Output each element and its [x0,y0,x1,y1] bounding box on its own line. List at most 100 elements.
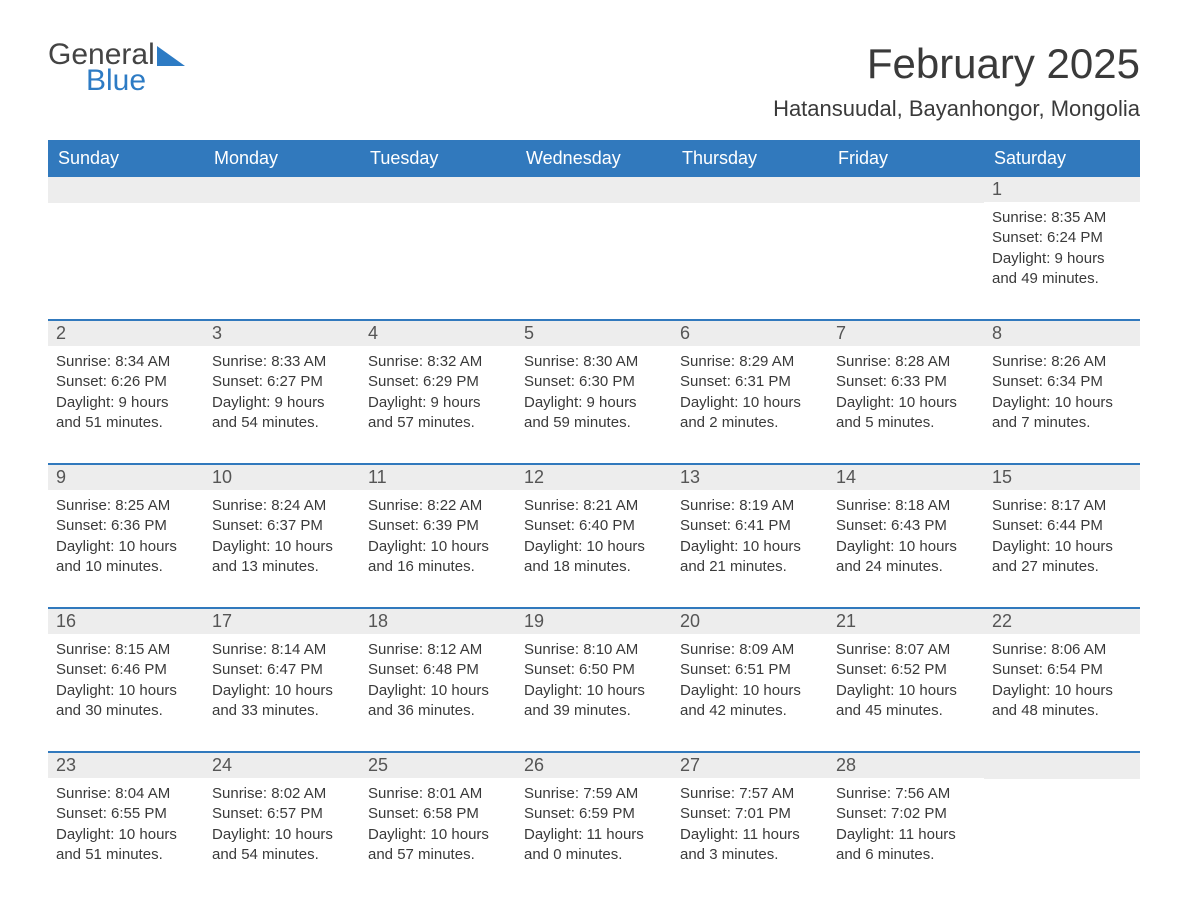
week-row: 2Sunrise: 8:34 AMSunset: 6:26 PMDaylight… [48,319,1140,439]
sunrise-text: Sunrise: 8:30 AM [524,352,664,372]
day-cell: 9Sunrise: 8:25 AMSunset: 6:36 PMDaylight… [48,465,204,583]
day-body: Sunrise: 8:14 AMSunset: 6:47 PMDaylight:… [204,634,360,727]
day-cell: 27Sunrise: 7:57 AMSunset: 7:01 PMDayligh… [672,753,828,871]
day-body: Sunrise: 7:57 AMSunset: 7:01 PMDaylight:… [672,778,828,871]
week-row: 16Sunrise: 8:15 AMSunset: 6:46 PMDayligh… [48,607,1140,727]
daylight-text: Daylight: 10 hours and 27 minutes. [992,537,1132,578]
day-body: Sunrise: 8:28 AMSunset: 6:33 PMDaylight:… [828,346,984,439]
day-number: 3 [204,321,360,346]
day-body: Sunrise: 8:04 AMSunset: 6:55 PMDaylight:… [48,778,204,871]
day-cell [672,177,828,295]
daylight-text: Daylight: 10 hours and 24 minutes. [836,537,976,578]
daylight-text: Daylight: 10 hours and 45 minutes. [836,681,976,722]
location-subtitle: Hatansuudal, Bayanhongor, Mongolia [773,96,1140,122]
day-cell: 8Sunrise: 8:26 AMSunset: 6:34 PMDaylight… [984,321,1140,439]
day-number: 20 [672,609,828,634]
daylight-text: Daylight: 10 hours and 21 minutes. [680,537,820,578]
day-body: Sunrise: 8:26 AMSunset: 6:34 PMDaylight:… [984,346,1140,439]
sunset-text: Sunset: 7:01 PM [680,804,820,824]
day-cell: 4Sunrise: 8:32 AMSunset: 6:29 PMDaylight… [360,321,516,439]
day-cell: 7Sunrise: 8:28 AMSunset: 6:33 PMDaylight… [828,321,984,439]
day-cell: 11Sunrise: 8:22 AMSunset: 6:39 PMDayligh… [360,465,516,583]
day-cell: 3Sunrise: 8:33 AMSunset: 6:27 PMDaylight… [204,321,360,439]
sunrise-text: Sunrise: 8:02 AM [212,784,352,804]
day-number [516,177,672,203]
day-of-week-header: SundayMondayTuesdayWednesdayThursdayFrid… [48,140,1140,177]
day-cell: 25Sunrise: 8:01 AMSunset: 6:58 PMDayligh… [360,753,516,871]
day-cell: 28Sunrise: 7:56 AMSunset: 7:02 PMDayligh… [828,753,984,871]
day-body: Sunrise: 8:24 AMSunset: 6:37 PMDaylight:… [204,490,360,583]
sunrise-text: Sunrise: 8:15 AM [56,640,196,660]
sunset-text: Sunset: 6:33 PM [836,372,976,392]
day-cell: 6Sunrise: 8:29 AMSunset: 6:31 PMDaylight… [672,321,828,439]
day-cell [828,177,984,295]
day-number [672,177,828,203]
day-number: 15 [984,465,1140,490]
day-body: Sunrise: 8:06 AMSunset: 6:54 PMDaylight:… [984,634,1140,727]
dow-tuesday: Tuesday [360,140,516,177]
sunset-text: Sunset: 6:43 PM [836,516,976,536]
week-row: 9Sunrise: 8:25 AMSunset: 6:36 PMDaylight… [48,463,1140,583]
daylight-text: Daylight: 10 hours and 10 minutes. [56,537,196,578]
day-body: Sunrise: 8:32 AMSunset: 6:29 PMDaylight:… [360,346,516,439]
day-number: 9 [48,465,204,490]
day-number: 2 [48,321,204,346]
day-number [984,753,1140,779]
dow-wednesday: Wednesday [516,140,672,177]
day-cell: 19Sunrise: 8:10 AMSunset: 6:50 PMDayligh… [516,609,672,727]
sunset-text: Sunset: 6:41 PM [680,516,820,536]
day-number: 6 [672,321,828,346]
daylight-text: Daylight: 10 hours and 42 minutes. [680,681,820,722]
dow-saturday: Saturday [984,140,1140,177]
day-body: Sunrise: 8:17 AMSunset: 6:44 PMDaylight:… [984,490,1140,583]
daylight-text: Daylight: 9 hours and 59 minutes. [524,393,664,434]
sunrise-text: Sunrise: 8:26 AM [992,352,1132,372]
sunset-text: Sunset: 6:24 PM [992,228,1132,248]
dow-monday: Monday [204,140,360,177]
sunrise-text: Sunrise: 8:33 AM [212,352,352,372]
day-cell [516,177,672,295]
sunrise-text: Sunrise: 8:19 AM [680,496,820,516]
day-cell [984,753,1140,871]
day-body: Sunrise: 7:59 AMSunset: 6:59 PMDaylight:… [516,778,672,871]
sunrise-text: Sunrise: 7:56 AM [836,784,976,804]
daylight-text: Daylight: 11 hours and 6 minutes. [836,825,976,866]
day-number [48,177,204,203]
sunset-text: Sunset: 6:51 PM [680,660,820,680]
sunset-text: Sunset: 6:50 PM [524,660,664,680]
sunset-text: Sunset: 6:59 PM [524,804,664,824]
sunrise-text: Sunrise: 8:01 AM [368,784,508,804]
day-cell: 15Sunrise: 8:17 AMSunset: 6:44 PMDayligh… [984,465,1140,583]
day-number: 7 [828,321,984,346]
day-cell: 1Sunrise: 8:35 AMSunset: 6:24 PMDaylight… [984,177,1140,295]
day-cell: 20Sunrise: 8:09 AMSunset: 6:51 PMDayligh… [672,609,828,727]
sunrise-text: Sunrise: 7:59 AM [524,784,664,804]
sunset-text: Sunset: 6:40 PM [524,516,664,536]
daylight-text: Daylight: 10 hours and 2 minutes. [680,393,820,434]
day-number: 1 [984,177,1140,202]
sunset-text: Sunset: 6:34 PM [992,372,1132,392]
sunset-text: Sunset: 6:55 PM [56,804,196,824]
day-number: 18 [360,609,516,634]
day-body: Sunrise: 8:29 AMSunset: 6:31 PMDaylight:… [672,346,828,439]
header: General Blue February 2025 Hatansuudal, … [48,40,1140,122]
day-cell: 13Sunrise: 8:19 AMSunset: 6:41 PMDayligh… [672,465,828,583]
sunset-text: Sunset: 6:26 PM [56,372,196,392]
sunrise-text: Sunrise: 8:10 AM [524,640,664,660]
sunrise-text: Sunrise: 8:14 AM [212,640,352,660]
daylight-text: Daylight: 10 hours and 13 minutes. [212,537,352,578]
day-body: Sunrise: 8:18 AMSunset: 6:43 PMDaylight:… [828,490,984,583]
day-body: Sunrise: 8:30 AMSunset: 6:30 PMDaylight:… [516,346,672,439]
day-body: Sunrise: 8:01 AMSunset: 6:58 PMDaylight:… [360,778,516,871]
day-cell: 23Sunrise: 8:04 AMSunset: 6:55 PMDayligh… [48,753,204,871]
day-number: 24 [204,753,360,778]
day-cell: 17Sunrise: 8:14 AMSunset: 6:47 PMDayligh… [204,609,360,727]
day-body: Sunrise: 8:35 AMSunset: 6:24 PMDaylight:… [984,202,1140,295]
sunrise-text: Sunrise: 8:21 AM [524,496,664,516]
sunset-text: Sunset: 6:47 PM [212,660,352,680]
day-number: 14 [828,465,984,490]
logo-word2: Blue [86,66,155,96]
sunset-text: Sunset: 6:39 PM [368,516,508,536]
day-number: 5 [516,321,672,346]
day-cell: 14Sunrise: 8:18 AMSunset: 6:43 PMDayligh… [828,465,984,583]
